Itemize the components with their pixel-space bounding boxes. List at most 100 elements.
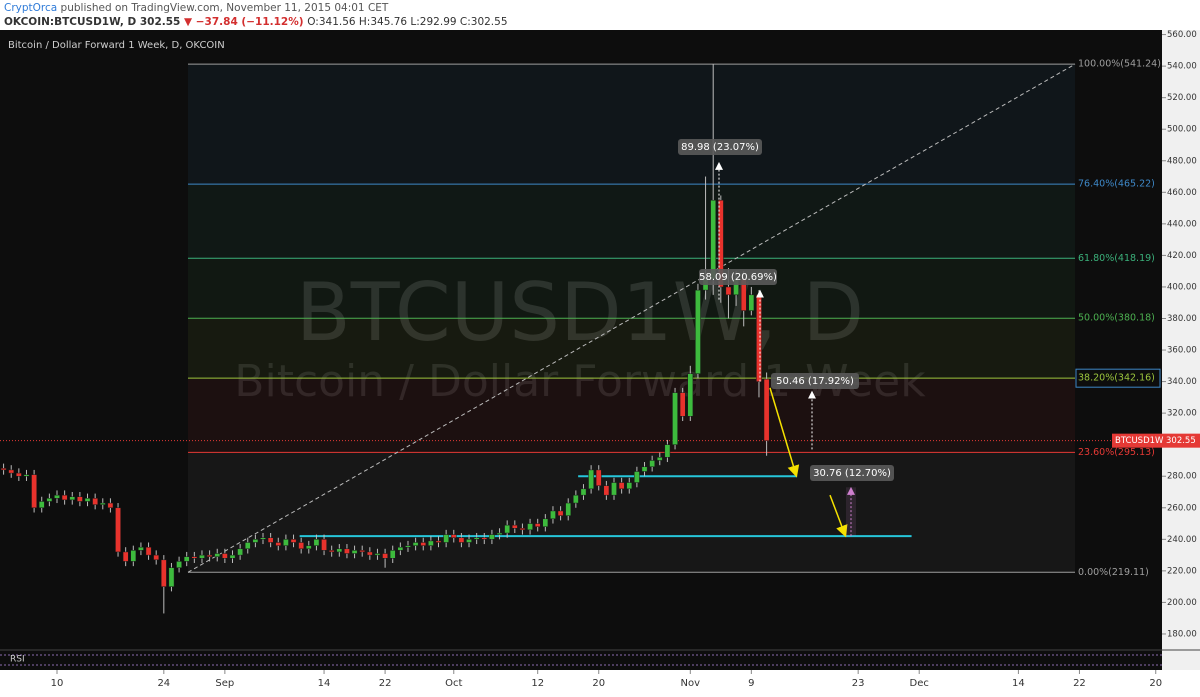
candle-body (222, 553, 228, 559)
fib-zone (188, 64, 1075, 185)
candle-body (580, 488, 587, 496)
price-axis-bg (1162, 30, 1200, 670)
y-tick-label: 280.00 (1167, 472, 1197, 482)
candle-body (46, 498, 53, 502)
change: ▼ −37.84 (−11.12%) (184, 16, 304, 28)
candle-body (603, 485, 610, 496)
x-tick-label: 22 (1073, 678, 1086, 689)
candle-body (572, 494, 579, 504)
candle-body (450, 534, 457, 538)
candle-body (374, 553, 381, 556)
fib-zone (188, 318, 1075, 379)
candle-body (550, 510, 556, 520)
candle-body (298, 542, 305, 550)
ohlc: O:341.56 H:345.76 L:292.99 C:302.55 (307, 16, 507, 28)
candle-body (54, 494, 60, 499)
candle-body (199, 554, 205, 559)
candle-body (489, 534, 495, 540)
x-tick-label: 23 (852, 678, 865, 689)
candle-body (328, 550, 335, 553)
candle-body (511, 524, 518, 529)
candle-body (527, 523, 533, 531)
y-tick-label: 380.00 (1167, 314, 1197, 324)
candle-body (260, 537, 266, 540)
x-tick-label: 20 (592, 678, 605, 689)
y-tick-label: 560.00 (1167, 30, 1197, 40)
candle-body (679, 392, 686, 417)
candle-body (756, 294, 762, 382)
y-tick-label: 540.00 (1167, 62, 1197, 72)
candle-body (748, 294, 755, 311)
candle-body (466, 539, 472, 543)
author[interactable]: CryptOrca (4, 2, 57, 14)
x-tick-label: 14 (318, 678, 331, 689)
header-line-2: OKCOIN:BTCUSD1W, D 302.55 ▼ −37.84 (−11.… (4, 16, 508, 28)
x-tick-label: 9 (748, 678, 754, 689)
fib-label: 38.20%(342.16) (1078, 373, 1155, 384)
x-tick-label: 22 (379, 678, 392, 689)
candle-body (710, 199, 717, 280)
y-tick-label: 320.00 (1167, 409, 1197, 419)
candle-body (336, 548, 343, 553)
candle-body (69, 496, 76, 501)
symbol: OKCOIN:BTCUSD1W, D (4, 16, 136, 28)
time-axis-bg (0, 670, 1200, 693)
candle-body (115, 507, 121, 553)
rsi-label: RSI (10, 655, 25, 665)
candle-body (153, 554, 160, 561)
y-tick-label: 220.00 (1167, 566, 1197, 576)
candle-body (351, 550, 358, 554)
y-tick-label: 440.00 (1167, 219, 1197, 229)
candle-body (84, 498, 91, 502)
annotation-box (771, 373, 859, 389)
annotation-box (699, 269, 777, 285)
candle-body (252, 539, 259, 543)
y-tick-label: 240.00 (1167, 535, 1197, 545)
measure-range (846, 487, 856, 537)
x-tick-label: Sep (215, 678, 234, 689)
candle-body (267, 537, 274, 543)
annotation: 58.09 (20.69%) (699, 272, 777, 283)
x-tick-label: Dec (910, 678, 929, 689)
y-tick-label: 180.00 (1167, 629, 1197, 639)
fib-label: 100.00%(541.24) (1078, 59, 1161, 70)
candle-body (412, 542, 419, 546)
candle-body (191, 556, 198, 559)
candle-body (565, 502, 572, 516)
y-tick-label: 480.00 (1167, 156, 1197, 166)
x-tick-label: 24 (157, 678, 170, 689)
fib-label: 0.00%(219.11) (1078, 567, 1149, 578)
x-tick-label: 14 (1012, 678, 1025, 689)
candle-body (405, 545, 411, 548)
candle-body (481, 537, 488, 540)
candle-body (31, 474, 37, 509)
candle-body (23, 474, 30, 477)
candle-body (763, 378, 770, 441)
candle-body (290, 539, 297, 543)
candle-body (664, 444, 671, 458)
candle-body (183, 556, 190, 562)
candle-body (275, 542, 282, 546)
fib-label-box (1075, 368, 1161, 388)
candle-body (519, 528, 526, 531)
candle-body (15, 472, 22, 477)
candle-body (244, 542, 251, 550)
plot-bg (0, 30, 1162, 670)
candle-body (366, 551, 373, 556)
candle-body (542, 518, 549, 527)
x-tick-label: 10 (51, 678, 64, 689)
candle-body (77, 496, 83, 502)
candle-body (138, 546, 144, 551)
y-tick-label: 260.00 (1167, 503, 1197, 513)
candle-body (618, 482, 625, 490)
fib-label: 50.00%(380.18) (1078, 313, 1155, 324)
candle-body (61, 494, 68, 501)
candle-body (725, 286, 732, 296)
candle-body (92, 498, 98, 505)
candle-body (695, 289, 701, 374)
y-tick-label: 460.00 (1167, 188, 1197, 198)
fib-zone (188, 258, 1075, 319)
candle-body (420, 542, 427, 546)
